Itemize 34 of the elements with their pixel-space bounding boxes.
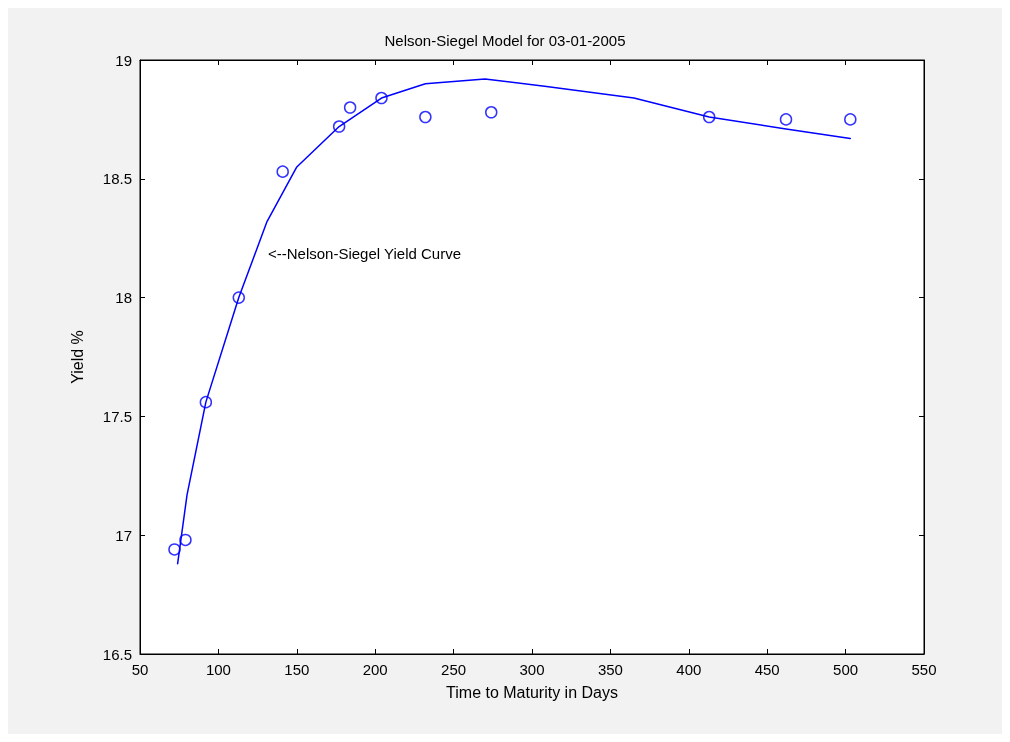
x-tick-label: 350 — [597, 661, 623, 678]
y-tick-label: 17.5 — [102, 407, 132, 425]
point — [332, 120, 346, 133]
chart-title: Nelson-Siegel Model for 03-01-2005 — [384, 32, 626, 49]
x-tick-label: 400 — [676, 661, 702, 678]
point — [232, 291, 246, 304]
point — [199, 395, 213, 409]
y-tick-label: 18.5 — [102, 170, 132, 188]
x-tick-label: 100 — [205, 661, 231, 678]
point — [779, 113, 793, 126]
x-tick-label: 50 — [131, 661, 149, 678]
x-tick-label: 550 — [911, 661, 937, 678]
annotation: <--Nelson-Siegel Yield Curve — [268, 245, 462, 262]
x-tick-label: 450 — [754, 661, 780, 678]
y-tick-label: 16.5 — [102, 645, 132, 663]
x-tick-label: 150 — [284, 661, 310, 678]
point — [179, 533, 192, 547]
point — [844, 113, 857, 126]
point — [375, 91, 388, 105]
x-tick-label: 250 — [441, 661, 467, 678]
y-tick-label: 18 — [115, 289, 132, 307]
y-tick-label: 17 — [115, 526, 132, 544]
x-axis-title: Time to Maturity in Days — [446, 683, 618, 701]
y-tick-label: 19 — [115, 51, 132, 69]
point — [419, 110, 432, 124]
point — [276, 165, 289, 178]
x-tick-label: 300 — [519, 661, 545, 678]
point — [702, 110, 716, 124]
x-tick-label: 500 — [833, 661, 859, 678]
x-tick-label: 200 — [362, 661, 388, 678]
point — [168, 543, 181, 556]
point — [343, 101, 357, 114]
point — [484, 106, 498, 119]
y-axis-title: Yield % — [68, 330, 86, 384]
